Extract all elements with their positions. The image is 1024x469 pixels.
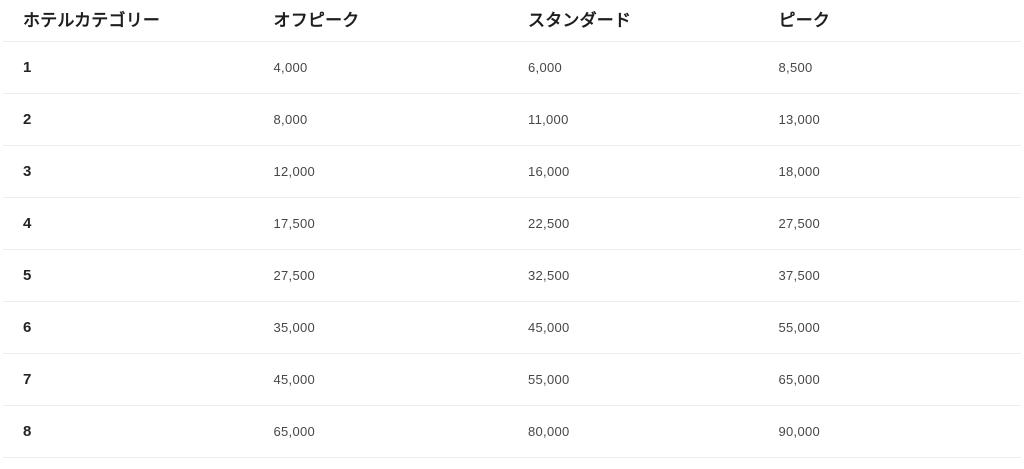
- category-cell: 5: [3, 249, 258, 302]
- off-peak-value-cell: 65,000: [257, 405, 512, 458]
- table-header: ホテルカテゴリー オフピーク スタンダード ピーク: [3, 0, 1021, 42]
- table-row: 8 65,000 80,000 90,000: [3, 405, 1021, 458]
- table-body: 1 4,000 6,000 8,500 2 8,000 11,000 13,000 3 12,00…: [3, 41, 1021, 458]
- category-cell: 3: [3, 145, 258, 198]
- table-row: 1 4,000 6,000 8,500: [3, 41, 1021, 94]
- peak-value-cell: 18,000: [766, 145, 1021, 198]
- off-peak-value-cell: 35,000: [257, 301, 512, 354]
- standard-value-cell: 45,000: [512, 301, 767, 354]
- standard-value-cell: 16,000: [512, 145, 767, 198]
- category-cell: 2: [3, 93, 258, 146]
- off-peak-value-cell: 8,000: [257, 93, 512, 146]
- standard-value-cell: 80,000: [512, 405, 767, 458]
- peak-value-cell: 37,500: [766, 249, 1021, 302]
- column-header-standard: スタンダード: [512, 0, 767, 42]
- category-cell: 4: [3, 197, 258, 250]
- category-cell: 6: [3, 301, 258, 354]
- off-peak-value-cell: 27,500: [257, 249, 512, 302]
- category-cell: 1: [3, 41, 258, 94]
- peak-value-cell: 8,500: [766, 41, 1021, 94]
- table-row: 6 35,000 45,000 55,000: [3, 301, 1021, 354]
- category-cell: 8: [3, 405, 258, 458]
- standard-value-cell: 11,000: [512, 93, 767, 146]
- table-row: 2 8,000 11,000 13,000: [3, 93, 1021, 146]
- column-header-hotel-category: ホテルカテゴリー: [3, 0, 258, 42]
- table-row: 4 17,500 22,500 27,500: [3, 197, 1021, 250]
- off-peak-value-cell: 12,000: [257, 145, 512, 198]
- table-row: 3 12,000 16,000 18,000: [3, 145, 1021, 198]
- peak-value-cell: 90,000: [766, 405, 1021, 458]
- hotel-award-points-table: ホテルカテゴリー オフピーク スタンダード ピーク 1 4,000 6,000 8,5…: [3, 0, 1021, 458]
- table-row: 5 27,500 32,500 37,500: [3, 249, 1021, 302]
- standard-value-cell: 55,000: [512, 353, 767, 406]
- off-peak-value-cell: 4,000: [257, 41, 512, 94]
- column-header-peak: ピーク: [766, 0, 1021, 42]
- category-cell: 7: [3, 353, 258, 406]
- table-row: 7 45,000 55,000 65,000: [3, 353, 1021, 406]
- standard-value-cell: 22,500: [512, 197, 767, 250]
- standard-value-cell: 32,500: [512, 249, 767, 302]
- peak-value-cell: 55,000: [766, 301, 1021, 354]
- off-peak-value-cell: 45,000: [257, 353, 512, 406]
- peak-value-cell: 65,000: [766, 353, 1021, 406]
- table-header-row: ホテルカテゴリー オフピーク スタンダード ピーク: [3, 0, 1021, 42]
- peak-value-cell: 27,500: [766, 197, 1021, 250]
- column-header-off-peak: オフピーク: [257, 0, 512, 42]
- standard-value-cell: 6,000: [512, 41, 767, 94]
- peak-value-cell: 13,000: [766, 93, 1021, 146]
- off-peak-value-cell: 17,500: [257, 197, 512, 250]
